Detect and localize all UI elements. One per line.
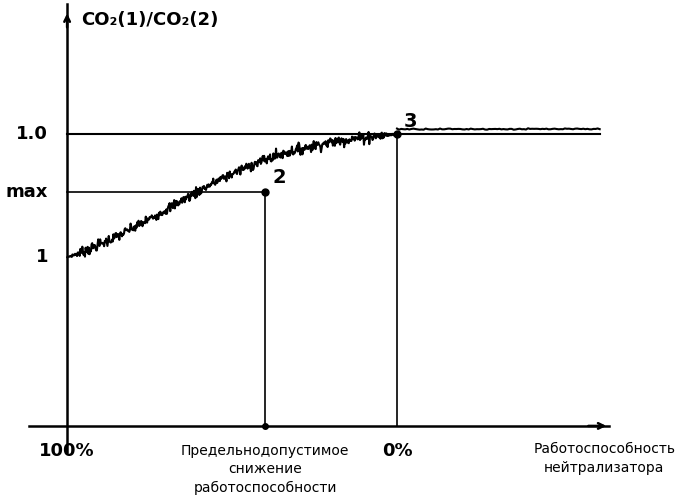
Text: 2: 2 (272, 168, 286, 188)
Text: 100%: 100% (39, 442, 95, 460)
Text: 1: 1 (36, 248, 48, 266)
Text: Работоспособность
нейтрализатора: Работоспособность нейтрализатора (533, 442, 675, 474)
Text: max: max (6, 184, 48, 202)
Text: 0%: 0% (381, 442, 412, 460)
Text: Предельнодопустимое
снижение
работоспособности: Предельнодопустимое снижение работоспосо… (181, 444, 350, 494)
Text: CO₂(1)/CO₂(2): CO₂(1)/CO₂(2) (81, 10, 219, 29)
Text: 1.0: 1.0 (16, 125, 48, 143)
Text: 3: 3 (404, 112, 418, 130)
